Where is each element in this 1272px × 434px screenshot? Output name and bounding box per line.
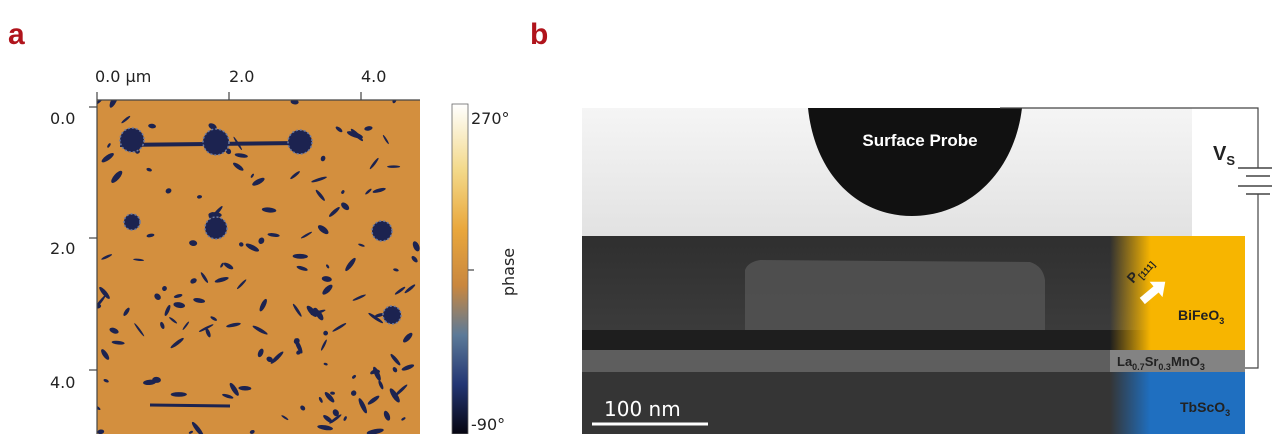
colorbar-min-label: -90° (471, 415, 505, 434)
layer-text: TbScO (1180, 399, 1225, 415)
domain (203, 129, 229, 155)
layer-subscript: 0.3 (1158, 362, 1171, 372)
layer-text: MnO (1171, 354, 1200, 369)
domain (124, 214, 140, 230)
x-tick-label: 2.0 (229, 67, 254, 86)
layer-subscript: 3 (1219, 316, 1224, 326)
tem-domain (745, 260, 1045, 340)
figure: a 0.0 µm 2.0 4.0 0.0 2.0 4.0 270° -90° p… (0, 0, 1272, 434)
domain (150, 405, 230, 406)
y-tick-label: 2.0 (50, 239, 75, 258)
layer-subscript: 3 (1200, 362, 1205, 372)
layer-text: Sr (1145, 354, 1159, 369)
x-tick-label: 0.0 µm (95, 67, 151, 86)
voltage-subscript: S (1226, 153, 1235, 168)
voltage-label: VS (1213, 143, 1235, 168)
colorbar-title: phase (499, 248, 518, 296)
domain (120, 128, 144, 152)
wire (1245, 194, 1258, 368)
domain (372, 221, 392, 241)
y-tick-label: 4.0 (50, 373, 75, 392)
domain (383, 306, 401, 324)
colorbar (452, 104, 468, 434)
voltage-symbol: V (1213, 143, 1227, 165)
layer-text: BiFeO (1178, 307, 1219, 323)
scale-bar-label: 100 nm (604, 397, 681, 421)
colorbar-max-label: 270° (471, 109, 510, 128)
bfo-layer (1110, 236, 1245, 350)
y-tick-label: 0.0 (50, 109, 75, 128)
layer-text: La (1117, 354, 1133, 369)
x-tick-label: 4.0 (361, 67, 386, 86)
layer-subscript: 0.7 (1132, 362, 1145, 372)
battery (1238, 168, 1272, 194)
domain (205, 217, 227, 239)
panel-label: a (8, 18, 25, 51)
domain (288, 130, 312, 154)
probe-label: Surface Probe (862, 131, 977, 150)
layer-subscript: 3 (1225, 408, 1230, 418)
panel-label: b (530, 18, 548, 51)
